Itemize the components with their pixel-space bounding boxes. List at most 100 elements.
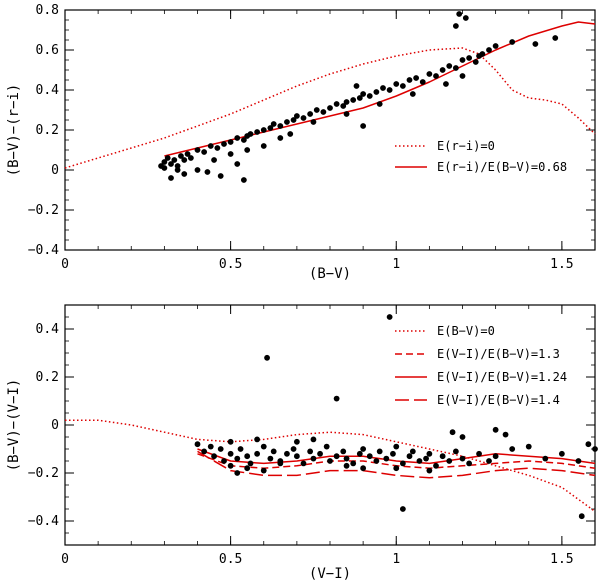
top-data-point [184, 151, 191, 157]
top-x-axis-label: (B−V) [309, 266, 351, 282]
top-data-point [174, 163, 181, 169]
bottom-legend: E(B−V)=0 E(V−I)/E(B−V)=1.3 E(V−I)/E(B−V)… [395, 324, 567, 407]
top-data-point [532, 41, 539, 47]
top-data-point [214, 145, 221, 151]
bottom-curve-solid [197, 448, 596, 465]
top-data-point [320, 109, 327, 115]
bottom-y-tick-label: 0.2 [36, 370, 59, 385]
bottom-data-point [399, 460, 406, 467]
bottom-data-point [492, 426, 499, 433]
bottom-data-point [423, 455, 429, 462]
bottom-data-point [244, 465, 251, 472]
top-data-point [178, 153, 184, 159]
top-y-tick-label: 0.4 [36, 83, 60, 98]
bottom-data-point [592, 446, 598, 452]
top-data-point [194, 167, 201, 173]
top-data-point [270, 121, 277, 127]
top-data-point [247, 131, 254, 137]
bottom-data-point [502, 431, 509, 438]
bottom-data-point [426, 467, 433, 474]
top-data-point [452, 65, 459, 71]
bottom-y-tick-label: −0.4 [28, 514, 59, 529]
bottom-data-point [575, 458, 582, 464]
bottom-data-point [492, 453, 499, 460]
bottom-data-point [221, 458, 227, 464]
top-curves [64, 21, 596, 169]
bottom-data-point [254, 450, 261, 457]
bottom-data-point [360, 446, 367, 452]
top-data-point [300, 115, 307, 121]
bottom-legend-label-longdash: E(V−I)/E(B−V)=1.4 [437, 393, 560, 407]
top-data-point [340, 103, 347, 109]
bottom-plot-frame [64, 304, 596, 546]
bottom-data-point [260, 467, 267, 474]
bottom-data-point [376, 448, 383, 455]
top-data-point [456, 11, 463, 17]
bottom-legend-label-solid: E(V−I)/E(B−V)=1.24 [437, 370, 567, 384]
top-data-point [419, 79, 426, 85]
bottom-data-point [300, 460, 307, 467]
top-data-point [234, 135, 241, 141]
top-data-point [360, 91, 367, 97]
bottom-data-point [310, 436, 317, 443]
bottom-data-point [264, 354, 270, 361]
top-curve-dotted [64, 47, 596, 169]
top-data-point [310, 119, 317, 125]
bottom-x-tick-label: 1.5 [550, 552, 573, 567]
top-y-axis-label: (B−V)−(r−i) [6, 84, 22, 177]
bottom-data-point [340, 448, 347, 455]
bottom-data-point [393, 443, 400, 450]
bottom-data-point [227, 438, 234, 445]
top-data-point [204, 169, 211, 175]
top-data-point [466, 55, 473, 61]
top-data-point [217, 173, 224, 179]
bottom-data-point [343, 462, 350, 469]
bottom-data-point [234, 470, 241, 476]
top-data-point [260, 143, 267, 149]
top-data-point [333, 101, 340, 107]
top-data-point [164, 155, 171, 161]
bottom-data-point [466, 460, 473, 467]
top-data-point [221, 141, 227, 147]
bottom-data-point [416, 458, 423, 464]
top-y-tick-label: −0.4 [28, 243, 59, 258]
bottom-x-tick-label: 0.5 [219, 552, 242, 567]
bottom-data-point [254, 436, 261, 443]
top-data-point [509, 39, 516, 45]
bottom-data-point [307, 448, 314, 455]
top-data-point [211, 157, 217, 163]
top-legend-label-dotted: E(r−i)=0 [437, 139, 495, 153]
bottom-data-point [452, 448, 459, 455]
bottom-data-point [333, 453, 340, 460]
top-x-tick-label: 1.5 [550, 257, 573, 272]
bottom-data-point [201, 448, 208, 455]
bottom-axis-ticks: 0 0.5 1 1.5 −0.4 −0.2 0 0.2 0.4 [28, 304, 596, 567]
top-data-point [277, 123, 284, 129]
top-data-point [459, 73, 466, 79]
top-x-tick-label: 0 [61, 257, 69, 272]
bottom-data-point [486, 458, 492, 464]
bottom-data-point [317, 450, 323, 457]
top-data-point [187, 155, 194, 161]
top-data-point [433, 73, 439, 79]
bottom-y-axis-label: (B−V)−(V−I) [6, 379, 22, 472]
bottom-x-tick-label: 0 [61, 552, 69, 567]
top-data-point [207, 143, 214, 149]
top-data-point [260, 127, 267, 133]
top-data-point [360, 123, 367, 129]
top-data-point [353, 83, 360, 89]
bottom-data-point [293, 438, 300, 445]
top-y-tick-label: −0.2 [28, 203, 59, 218]
top-data-point [181, 171, 188, 177]
bottom-data-point [525, 443, 532, 450]
bottom-data-point [247, 460, 254, 467]
top-data-point [174, 167, 181, 173]
bottom-y-tick-label: 0 [51, 418, 59, 433]
bottom-x-tick-label: 1 [392, 552, 400, 567]
top-data-point [350, 97, 357, 103]
top-data-point [426, 71, 433, 77]
bottom-data-point [284, 450, 290, 457]
top-data-point [201, 149, 208, 155]
bottom-data-point [386, 314, 393, 320]
top-data-point [240, 177, 247, 183]
